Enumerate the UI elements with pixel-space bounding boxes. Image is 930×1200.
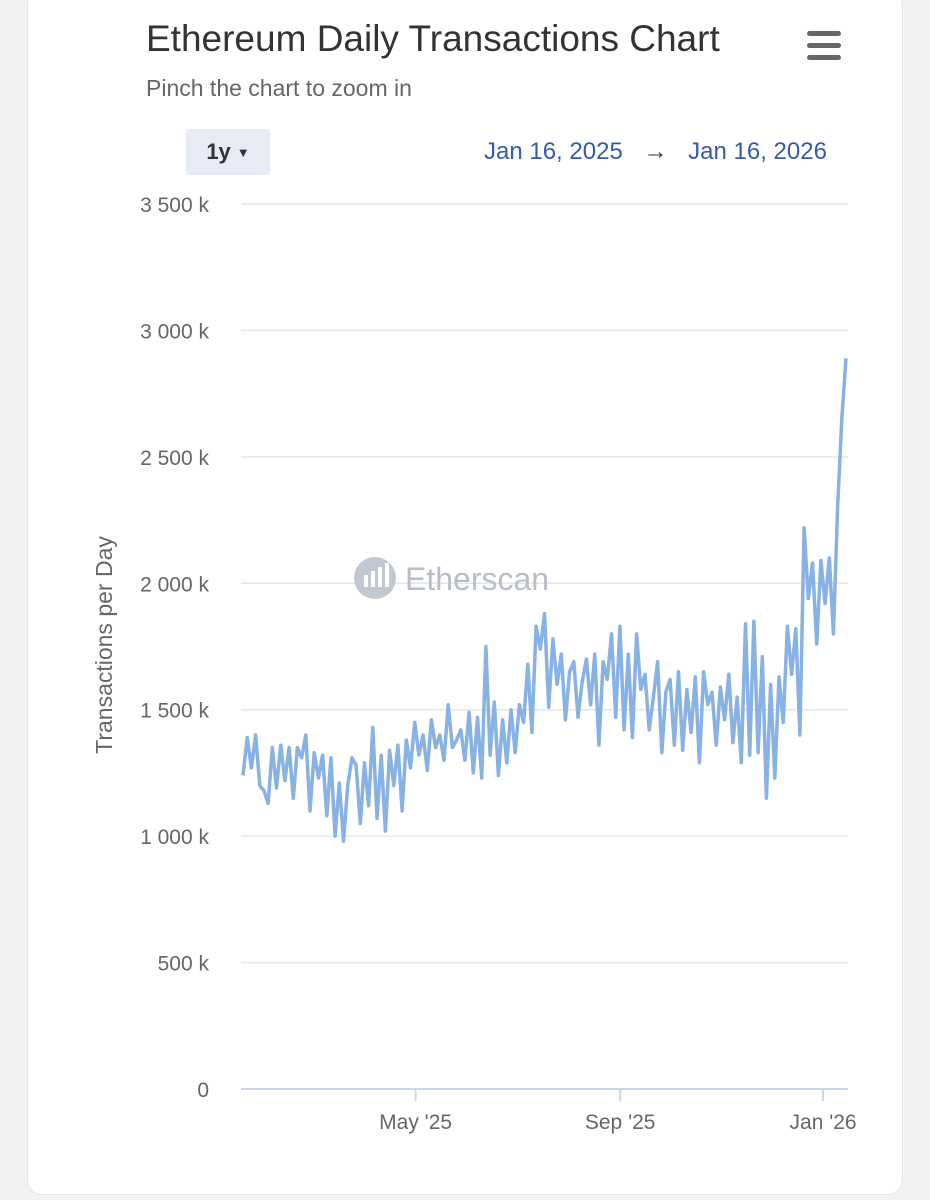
y-tick-label: 500 k — [158, 953, 210, 976]
chart-subtitle: Pinch the chart to zoom in — [146, 75, 412, 101]
x-tick-label: Jan '26 — [790, 1111, 857, 1134]
series-line-transactions[interactable] — [241, 358, 848, 843]
x-axis-ticks: May '25 Sep '25 Jan '26 — [379, 1089, 857, 1134]
range-selector-dropdown[interactable]: 1y ▼ — [186, 129, 270, 175]
y-tick-label: 2 500 k — [140, 447, 209, 470]
etherscan-logo-bar — [371, 571, 375, 587]
etherscan-watermark: Etherscan — [354, 557, 549, 599]
etherscan-watermark-text: Etherscan — [405, 561, 549, 597]
y-axis-ticks: 0 500 k 1 000 k 1 500 k 2 000 k 2 500 k 3 000 … — [140, 194, 209, 1102]
etherscan-logo-bar — [378, 567, 382, 587]
etherscan-logo-bar — [364, 575, 368, 587]
y-tick-label: 3 000 k — [140, 320, 209, 343]
chart-title: Ethereum Daily Transactions Chart — [146, 18, 720, 59]
date-range-from[interactable]: Jan 16, 2025 — [484, 138, 623, 165]
y-tick-label: 1 000 k — [140, 826, 209, 849]
range-selector-value: 1y — [206, 139, 231, 164]
date-range-to[interactable]: Jan 16, 2026 — [688, 138, 827, 165]
etherscan-logo-bar — [385, 563, 389, 587]
y-tick-label: 2 000 k — [140, 573, 209, 596]
x-tick-label: Sep '25 — [585, 1111, 656, 1134]
hamburger-menu-icon[interactable] — [802, 26, 846, 66]
chart-card — [28, 0, 902, 1194]
date-range-arrow: → — [643, 138, 668, 165]
y-axis-label: Transactions per Day — [91, 536, 117, 754]
chevron-down-icon: ▼ — [236, 144, 250, 160]
date-range: Jan 16, 2025 → Jan 16, 2026 — [484, 138, 827, 166]
x-tick-label: May '25 — [379, 1111, 452, 1134]
y-tick-label: 0 — [197, 1079, 209, 1102]
y-tick-label: 1 500 k — [140, 700, 209, 723]
y-tick-label: 3 500 k — [140, 194, 209, 217]
